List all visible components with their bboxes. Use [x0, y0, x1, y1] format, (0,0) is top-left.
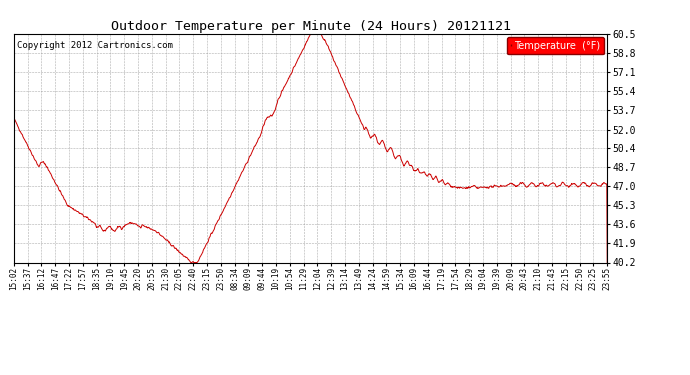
Title: Outdoor Temperature per Minute (24 Hours) 20121121: Outdoor Temperature per Minute (24 Hours…	[110, 20, 511, 33]
Text: Copyright 2012 Cartronics.com: Copyright 2012 Cartronics.com	[17, 40, 172, 50]
Legend: Temperature  (°F): Temperature (°F)	[507, 37, 604, 54]
